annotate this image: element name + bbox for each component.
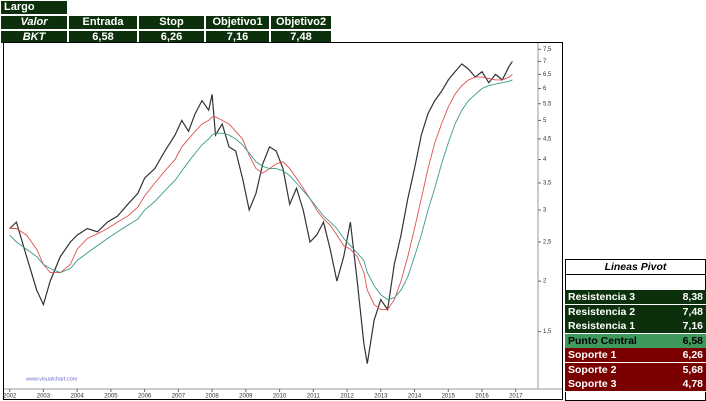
y-tick-label: 6,5: [543, 72, 552, 78]
header-cell: Objetivo2: [270, 15, 332, 30]
pivot-row: 6,26 Soporte 1: [565, 348, 706, 363]
header-cell: Objetivo1: [205, 15, 270, 30]
title-cell: Largo: [0, 0, 68, 15]
pivot-row: 7,48 Resistencia 2: [565, 304, 706, 320]
y-tick-label: 1,5: [543, 329, 552, 335]
pivot-label: Resistencia 2: [568, 305, 636, 318]
x-tick-label: 2009: [239, 394, 253, 400]
x-tick-label: 2002: [3, 394, 17, 400]
pivot-label: Soporte 3: [568, 378, 617, 390]
pivot-value: 4,78: [682, 378, 703, 390]
series-line: [9, 74, 513, 311]
pivot-value: 6,26: [682, 349, 703, 361]
pivot-title: Lineas Pivot: [565, 260, 706, 275]
x-tick-label: 2010: [273, 394, 287, 400]
pivot-row: 4,78 Soporte 3: [565, 377, 706, 392]
value-cell: 7,16: [205, 30, 270, 44]
header-cell: Entrada: [68, 15, 138, 30]
pivot-value: 7,16: [682, 320, 703, 332]
chart: www.visualchart.com 1,5 2 2,5 3 3,5 4 4,5 5 5,5 6…: [3, 42, 563, 400]
x-tick-label: 2017: [509, 394, 523, 400]
x-tick-label: 2011: [307, 394, 321, 400]
watermark: www.visualchart.com: [25, 376, 78, 382]
pivot-row: 8,38 Resistencia 3: [565, 290, 706, 305]
pivot-row: 7,16 Resistencia 1: [565, 319, 706, 334]
y-tick-label: 5,5: [543, 101, 552, 107]
x-tick-label: 2014: [408, 394, 422, 400]
y-tick-label: 3: [543, 208, 547, 214]
y-tick-label: 3,5: [543, 181, 552, 187]
x-tick-label: 2012: [340, 394, 354, 400]
series-line: [9, 79, 513, 301]
value-cell: 6,58: [68, 30, 138, 44]
y-tick-label: 4: [543, 157, 547, 163]
pivot-label: Resistencia 3: [568, 291, 636, 303]
x-tick-label: 2003: [37, 394, 51, 400]
pivot-value: 6,58: [682, 334, 703, 347]
y-tick-label: 2: [543, 279, 547, 285]
y-tick-label: 4,5: [543, 136, 552, 142]
y-tick-label: 6: [543, 86, 547, 92]
x-tick-label: 2008: [205, 394, 219, 400]
x-tick-label: 2015: [442, 394, 456, 400]
pivot-label: Punto Central: [568, 334, 637, 347]
pivot-label: Soporte 1: [568, 349, 617, 361]
series-line: [9, 61, 513, 364]
pivot-value: 5,68: [682, 363, 703, 376]
value-cell: BKT: [0, 30, 68, 44]
pivot-row: 5,68 Soporte 2: [565, 362, 706, 378]
y-tick-label: 7: [543, 59, 547, 65]
x-tick-label: 2013: [374, 394, 388, 400]
x-tick-label: 2006: [138, 394, 152, 400]
value-cell: 7,48: [270, 30, 332, 44]
pivot-label: Soporte 2: [568, 363, 617, 376]
pivot-value: 7,48: [682, 305, 703, 318]
header-cell: Valor: [0, 15, 68, 30]
value-cell: 6,26: [138, 30, 205, 44]
y-tick-label: 7,5: [543, 47, 552, 53]
header-cell: Stop: [138, 15, 205, 30]
x-tick-label: 2004: [70, 394, 84, 400]
y-tick-label: 2,5: [543, 240, 552, 246]
pivot-value: 8,38: [682, 291, 703, 303]
x-tick-label: 2016: [475, 394, 489, 400]
x-tick-label: 2005: [104, 394, 118, 400]
x-tick-label: 2007: [172, 394, 186, 400]
pivot-row: 6,58 Punto Central: [565, 333, 706, 349]
pivot-label: Resistencia 1: [568, 320, 636, 332]
y-tick-label: 5: [543, 118, 547, 124]
